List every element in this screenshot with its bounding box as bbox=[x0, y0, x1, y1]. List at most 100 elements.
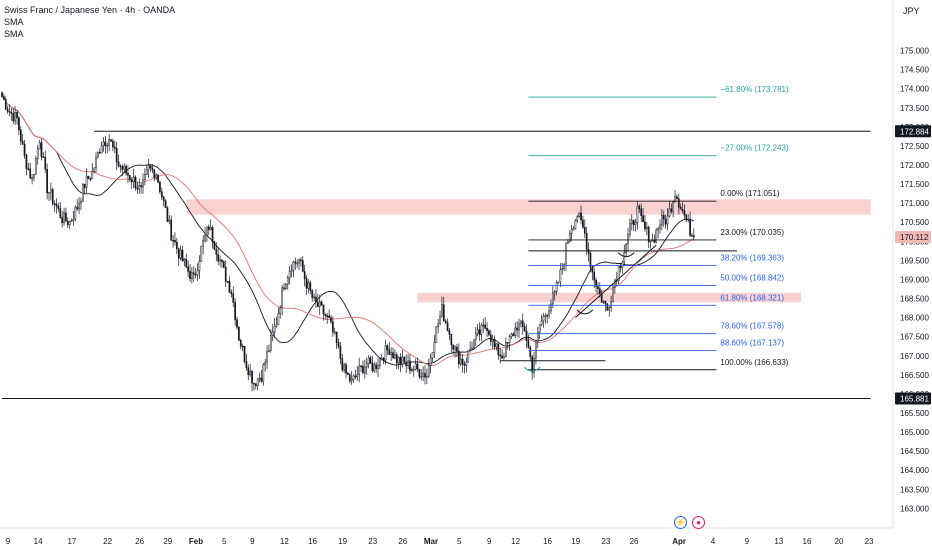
candle-body bbox=[542, 315, 545, 322]
time-tick-label: 13 bbox=[774, 537, 783, 546]
candle-body bbox=[19, 129, 22, 142]
candle-body bbox=[33, 174, 35, 179]
time-tick-label: 22 bbox=[103, 537, 112, 546]
candle-body bbox=[264, 361, 267, 365]
candle-body bbox=[230, 291, 233, 295]
fib-level-label: 100.00% (166.633) bbox=[720, 358, 788, 367]
time-tick-label: 16 bbox=[803, 537, 812, 546]
candle-body bbox=[106, 145, 109, 147]
candle-body bbox=[226, 281, 229, 283]
time-tick-label: 16 bbox=[543, 537, 552, 546]
candle-body bbox=[266, 351, 268, 363]
candle-body bbox=[168, 219, 171, 222]
candle-body bbox=[85, 175, 88, 188]
candle-body bbox=[247, 367, 250, 376]
time-tick-label: Feb bbox=[189, 537, 203, 546]
price-tick-label: 167.500 bbox=[900, 333, 929, 342]
candle-body bbox=[324, 313, 327, 316]
candle-body bbox=[444, 320, 447, 323]
candle-body bbox=[459, 358, 462, 365]
candle-body bbox=[98, 152, 101, 154]
candle-body bbox=[550, 303, 552, 312]
candle-body bbox=[175, 241, 178, 250]
candle-body bbox=[119, 165, 122, 168]
fib-level-label: −27.00% (172.243) bbox=[720, 144, 789, 153]
trendline bbox=[575, 244, 657, 318]
candle-body bbox=[36, 148, 39, 159]
indicator-sma-2[interactable]: SMA bbox=[4, 29, 24, 39]
candle-body bbox=[318, 301, 321, 307]
candle-body bbox=[681, 208, 684, 212]
candle-body bbox=[34, 158, 37, 175]
candle-body bbox=[380, 357, 383, 360]
candle-body bbox=[196, 270, 199, 276]
candle-body bbox=[407, 360, 409, 366]
drawings bbox=[523, 244, 657, 372]
candle-body bbox=[132, 176, 135, 183]
time-tick-label: 19 bbox=[338, 537, 347, 546]
candle-body bbox=[446, 322, 449, 332]
fib-level-label: 88.60% (167.137) bbox=[720, 339, 784, 348]
candle-body bbox=[420, 376, 423, 378]
candle-body bbox=[632, 219, 635, 226]
price-tick-label: 171.000 bbox=[900, 199, 929, 208]
candle-body bbox=[46, 168, 48, 194]
candle-body bbox=[305, 278, 308, 289]
candle-body bbox=[540, 320, 543, 326]
candle-body bbox=[568, 232, 571, 242]
candle-body bbox=[89, 178, 92, 180]
candle-body bbox=[283, 287, 285, 290]
candle-body bbox=[676, 196, 678, 200]
candle-body bbox=[452, 344, 455, 350]
candle-body bbox=[572, 227, 575, 230]
lower-level-tag-bg bbox=[895, 392, 931, 405]
candle-body bbox=[48, 192, 50, 194]
candle-body bbox=[685, 214, 688, 221]
candle-body bbox=[145, 169, 148, 175]
candle-body bbox=[531, 356, 534, 373]
candle-body bbox=[213, 241, 216, 250]
lightning-icon[interactable]: ⚡ bbox=[674, 516, 687, 529]
candle-body bbox=[583, 227, 586, 234]
candle-body bbox=[61, 217, 64, 224]
record-icon[interactable]: ● bbox=[692, 516, 705, 529]
price-tick-label: 165.500 bbox=[900, 409, 929, 418]
candle-body bbox=[142, 179, 144, 188]
candle-body bbox=[403, 356, 406, 363]
candle-body bbox=[27, 168, 30, 170]
candle-body bbox=[352, 375, 355, 380]
indicator-sma-1[interactable]: SMA bbox=[4, 17, 24, 27]
candle-body bbox=[189, 271, 191, 279]
candle-body bbox=[461, 358, 464, 365]
price-axis-background bbox=[893, 0, 932, 550]
candle-body bbox=[315, 296, 317, 303]
candle-body bbox=[595, 279, 597, 287]
candle-body bbox=[157, 174, 159, 183]
candle-body bbox=[614, 279, 616, 288]
price-tick-label: 172.500 bbox=[900, 142, 929, 151]
candle-body bbox=[322, 304, 325, 315]
candle-body bbox=[692, 235, 695, 238]
candle-body bbox=[491, 339, 494, 342]
candle-body bbox=[382, 357, 385, 361]
price-tick-label: 163.000 bbox=[900, 504, 929, 513]
candle-body bbox=[211, 227, 214, 243]
candle-body bbox=[521, 320, 524, 327]
price-tick-label: 164.000 bbox=[900, 466, 929, 475]
candle-body bbox=[401, 356, 404, 365]
candle-body bbox=[551, 292, 554, 305]
candle-body bbox=[510, 333, 513, 337]
chart-legend: Swiss Franc / Japanese Yen · 4h · OANDA … bbox=[4, 4, 175, 40]
symbol-title[interactable]: Swiss Franc / Japanese Yen · 4h · OANDA bbox=[4, 5, 176, 15]
candle-body bbox=[243, 345, 246, 362]
price-tags: 172.884 165.881 170.112 bbox=[895, 125, 931, 405]
candle-body bbox=[40, 142, 43, 157]
candle-body bbox=[538, 324, 541, 333]
candle-body bbox=[316, 301, 319, 307]
candle-body bbox=[535, 341, 537, 359]
candle-body bbox=[273, 325, 276, 333]
candle-body bbox=[277, 313, 280, 325]
candle-body bbox=[435, 326, 438, 343]
